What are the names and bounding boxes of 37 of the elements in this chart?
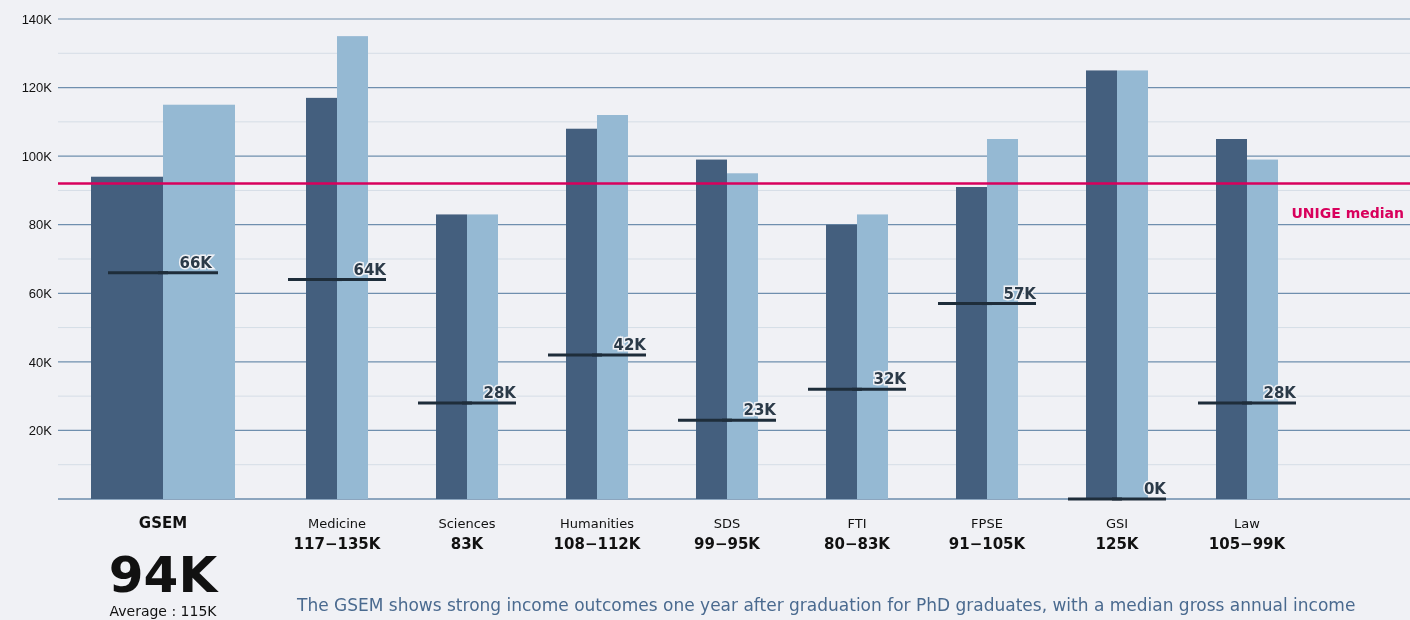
x-tick-label: GSEM [138, 514, 188, 532]
data-label: 28K [1263, 384, 1298, 402]
text: Average : 115K [109, 603, 218, 619]
data-label: 42K [613, 336, 648, 354]
x-tick-label: GSI [1105, 516, 1129, 531]
data-label: 32K [873, 370, 908, 389]
data-label: 23K [743, 401, 778, 420]
x-tick-label: Law [1234, 516, 1261, 531]
ref-line-label: UNIGE median [1291, 204, 1404, 221]
data-label: 28K [483, 384, 518, 402]
text: 117−135K [293, 535, 382, 553]
y-tick-label: 20K [28, 423, 53, 439]
data-label: 64K [353, 260, 388, 279]
x-tick-label: FTI [847, 516, 867, 531]
data-label: 66K [179, 253, 214, 272]
text: 125K [1095, 535, 1140, 553]
text: 99−95K [694, 535, 762, 553]
text: 94K [108, 546, 220, 604]
x-tick-label: Sciences [438, 516, 496, 531]
data-label: 57K [1003, 284, 1038, 303]
data-label: 0K [1143, 480, 1168, 498]
text: 80−83K [824, 535, 892, 553]
y-tick-label: 120K [21, 80, 53, 96]
y-tick-label: 60K [28, 285, 53, 301]
x-tick-label: SDS [713, 516, 741, 531]
text: 83K [450, 535, 485, 553]
x-tick-label: FPSE [971, 516, 1003, 531]
y-tick-label: 40K [28, 354, 53, 370]
text: 91−105K [948, 535, 1027, 553]
x-tick-label: Medicine [307, 516, 367, 531]
x-tick-label: Humanities [560, 516, 635, 531]
text: 105−99K [1208, 535, 1287, 553]
y-tick-label: 100K [21, 148, 53, 164]
text: The GSEM shows strong income outcomes one year after graduation for PhD graduates, with a median gross annual income [296, 595, 1356, 615]
y-tick-label: 140K [21, 11, 53, 27]
text: 108−112K [553, 535, 642, 553]
y-tick-label: 80K [28, 217, 53, 233]
